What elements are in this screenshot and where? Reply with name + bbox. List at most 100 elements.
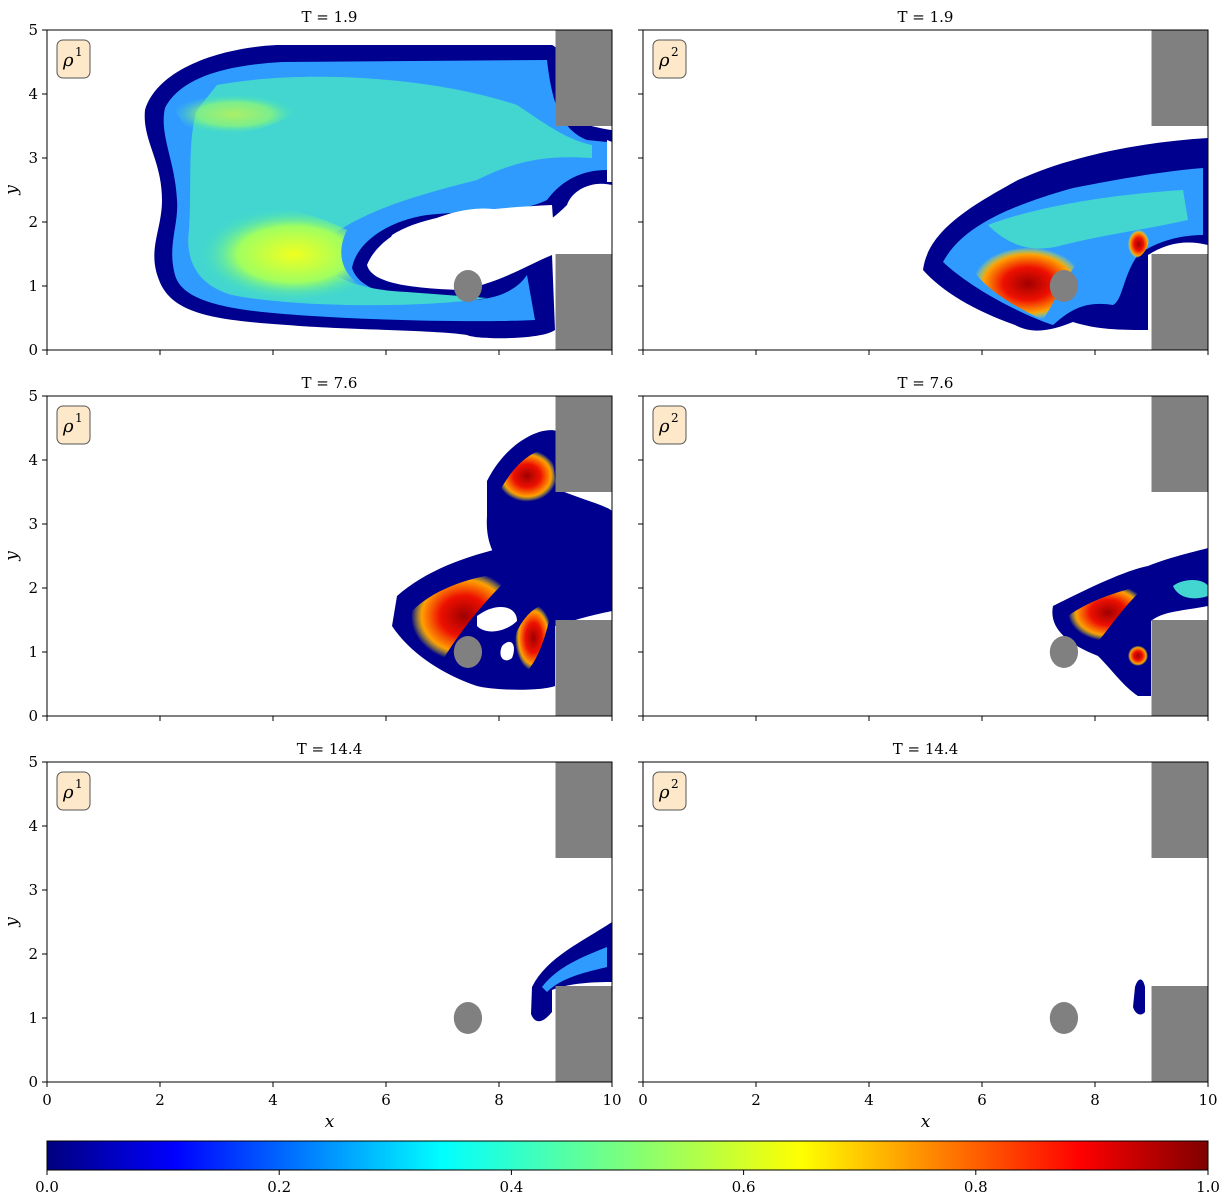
density-region [497, 449, 557, 502]
x-tick-label: 6 [977, 1091, 987, 1109]
density-field [144, 45, 612, 339]
y-tick-label: 3 [28, 149, 38, 167]
x-tick-label: 2 [751, 1091, 761, 1109]
obstacle-wall [555, 30, 612, 126]
density-region [1068, 584, 1148, 641]
density-region [1128, 229, 1150, 259]
colorbar: 0.0 0.2 0.4 0.6 0.8 1.0 [35, 1140, 1220, 1196]
panel-row3-right: T = 14.4 ρ 2 0 2 4 6 8 10 x [638, 740, 1218, 1132]
y-tick-label: 0 [28, 341, 38, 359]
x-tick-label: 4 [864, 1091, 874, 1109]
x-axis-label: x [325, 1112, 335, 1132]
y-tick-label: 2 [28, 579, 38, 597]
panel-title: T = 7.6 [898, 374, 954, 392]
colorbar-tick-label: 0.4 [499, 1178, 523, 1196]
y-tick-label: 4 [28, 451, 38, 469]
badge-superscript: 2 [671, 45, 679, 59]
y-tick-label: 2 [28, 213, 38, 231]
axes-frame [46, 395, 613, 717]
y-tick-label: 0 [28, 1073, 38, 1091]
colorbar-tick-label: 0.6 [732, 1178, 756, 1196]
y-tick-label: 1 [28, 277, 38, 295]
badge-label: ρ [62, 782, 74, 803]
y-tick-label: 4 [28, 85, 38, 103]
density-region [607, 140, 612, 182]
density-region [500, 641, 514, 661]
obstacle-wall [1151, 396, 1208, 492]
obstacle-wall [555, 396, 612, 492]
badge-label: ρ [62, 416, 74, 437]
density-region [988, 190, 1188, 249]
badge-superscript: 1 [75, 411, 83, 425]
y-tick-label: 3 [28, 515, 38, 533]
x-tick-label: 2 [155, 1091, 165, 1109]
x-tick-label: 8 [494, 1091, 504, 1109]
density-region [542, 947, 607, 992]
axes-frame [46, 761, 613, 1083]
y-tick-label: 0 [28, 707, 38, 725]
obstacle-wall [555, 620, 612, 716]
badge-superscript: 1 [75, 45, 83, 59]
y-tick-label: 5 [28, 753, 38, 771]
x-tick-label: 6 [381, 1091, 391, 1109]
density-field [1052, 548, 1208, 696]
axes-frame [46, 29, 613, 351]
density-region [1133, 979, 1145, 1015]
density-region [432, 208, 527, 245]
y-axis-label: y [2, 917, 22, 928]
obstacle-wall [1151, 30, 1208, 126]
x-axis-label: x [921, 1112, 931, 1132]
density-region [411, 571, 517, 661]
axes-frame [642, 761, 1209, 1083]
density-region [973, 247, 1083, 320]
density-region [515, 604, 552, 671]
x-tick-label: 0 [42, 1091, 52, 1109]
obstacle-circle [1049, 270, 1079, 302]
colorbar-tick-label: 0.8 [964, 1178, 988, 1196]
x-tick-label: 0 [638, 1091, 648, 1109]
panel-title: T = 14.4 [893, 740, 959, 758]
obstacle-wall [1151, 620, 1208, 716]
density-field [1133, 979, 1145, 1015]
y-tick-label: 4 [28, 817, 38, 835]
obstacle-wall [1151, 254, 1208, 350]
y-tick-label: 1 [28, 1009, 38, 1027]
badge-label: ρ [658, 50, 670, 71]
panel-title: T = 1.9 [898, 8, 954, 26]
y-tick-label: 2 [28, 945, 38, 963]
colorbar-ticks: 0.0 0.2 0.4 0.6 0.8 1.0 [35, 1170, 1220, 1196]
y-tick-label: 1 [28, 643, 38, 661]
x-tick-label: 10 [602, 1091, 621, 1109]
axes-frame [642, 29, 1209, 351]
x-tick-label: 4 [268, 1091, 278, 1109]
obstacle-circle [453, 270, 483, 302]
panel-title: T = 7.6 [302, 374, 358, 392]
density-region [1052, 548, 1208, 696]
badge-superscript: 1 [75, 777, 83, 791]
density-region [1173, 580, 1208, 599]
colorbar-tick-label: 0.2 [267, 1178, 291, 1196]
obstacle-circle [453, 1002, 483, 1034]
badge-label: ρ [658, 416, 670, 437]
density-region [172, 94, 297, 134]
panel-title: T = 1.9 [302, 8, 358, 26]
x-tick-label: 8 [1090, 1091, 1100, 1109]
badge-label: ρ [658, 782, 670, 803]
y-tick-label: 5 [28, 387, 38, 405]
obstacle-wall [555, 762, 612, 858]
density-region [1128, 645, 1148, 666]
panel-title: T = 14.4 [297, 740, 363, 758]
colorbar-tick-label: 1.0 [1196, 1178, 1220, 1196]
x-tick-label: 10 [1198, 1091, 1217, 1109]
